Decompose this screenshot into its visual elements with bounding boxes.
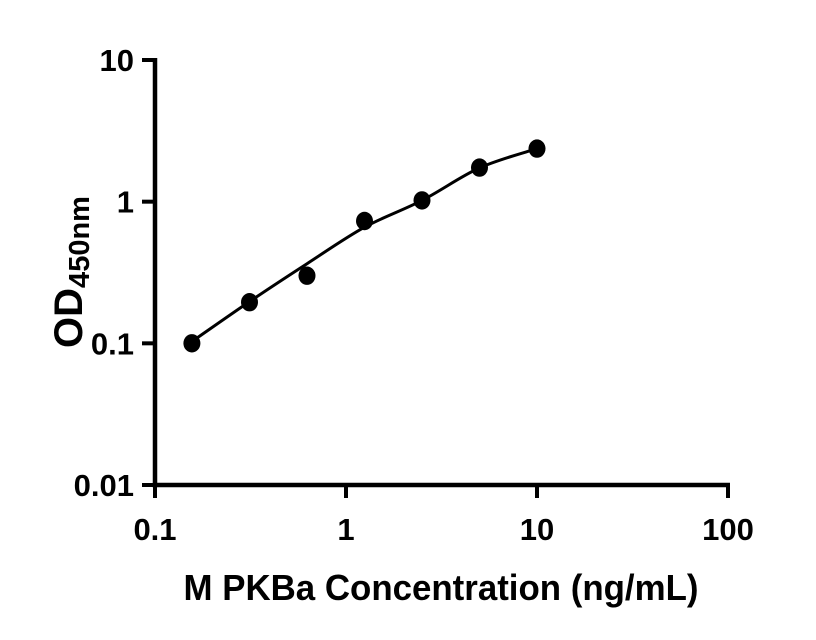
data-point bbox=[183, 334, 201, 353]
axes bbox=[152, 58, 730, 488]
x-tick-label: 100 bbox=[702, 512, 754, 547]
y-tick-label: 10 bbox=[100, 43, 134, 78]
y-tick-label: 1 bbox=[117, 185, 134, 220]
data-point bbox=[471, 158, 488, 177]
data-point bbox=[413, 191, 431, 210]
x-axis-tick-labels: 0.1 1 10 100 bbox=[133, 512, 753, 547]
y-axis-tick-labels: 0.01 0.1 1 10 bbox=[74, 43, 134, 503]
y-tick-label: 0.01 bbox=[74, 468, 134, 503]
x-tick-label: 10 bbox=[520, 512, 554, 547]
y-axis-title-subscript: 450nm bbox=[64, 196, 96, 288]
x-tick-label: 1 bbox=[337, 512, 354, 547]
y-axis-ticks bbox=[142, 58, 155, 487]
data-point bbox=[528, 139, 546, 158]
x-axis-title: M PKBa Concentration (ng/mL) bbox=[184, 567, 699, 608]
y-axis-title: OD450nm bbox=[47, 196, 96, 348]
data-point bbox=[356, 211, 373, 231]
y-axis-title-main: OD bbox=[47, 288, 91, 348]
data-point bbox=[298, 266, 316, 285]
data-point bbox=[241, 293, 258, 312]
x-tick-label: 0.1 bbox=[133, 512, 176, 547]
y-tick-label: 0.1 bbox=[91, 326, 134, 361]
data-points bbox=[183, 139, 546, 353]
fit-curve-line bbox=[190, 147, 539, 343]
x-axis-ticks bbox=[153, 485, 730, 498]
